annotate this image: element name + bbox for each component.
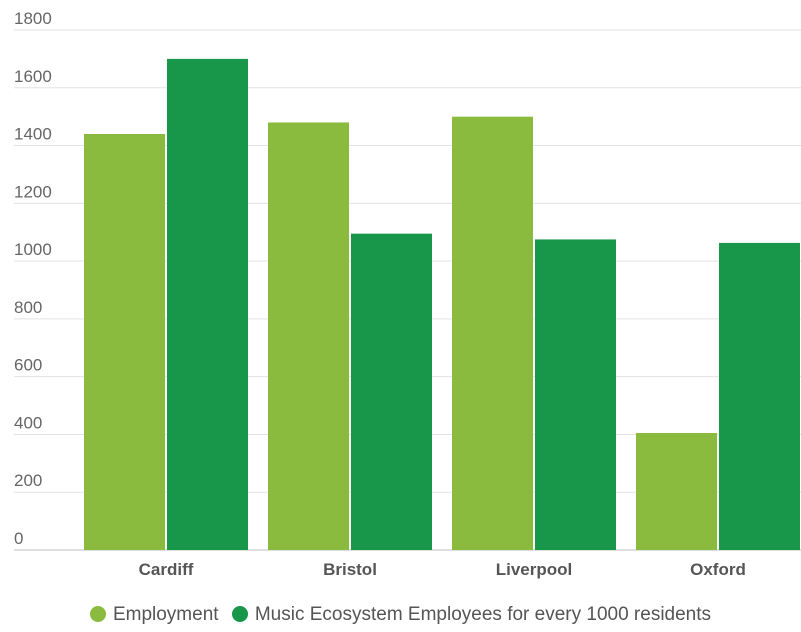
y-tick-label-1200: 1200 (14, 182, 52, 201)
y-axis-ticks: 0 200 400 600 800 1000 1200 1400 1600 1800 (14, 9, 52, 548)
y-tick-label-0: 0 (14, 529, 23, 548)
bars (84, 58, 800, 551)
y-tick-label-800: 800 (14, 298, 42, 317)
y-tick-label-1400: 1400 (14, 125, 52, 144)
y-tick-label-1000: 1000 (14, 240, 52, 259)
x-axis-categories: Cardiff Bristol Liverpool Oxford (139, 560, 746, 579)
legend-label-music-ecosystem: Music Ecosystem Employees for every 1000… (254, 604, 712, 625)
bar-bristol-music-ecosystem-employees-for-every-1000-residents (351, 233, 432, 550)
bar-oxford-music-ecosystem-employees-for-every-1000-residents (719, 242, 800, 550)
x-category-label-liverpool: Liverpool (496, 560, 573, 579)
legend: Employment Music Ecosystem Employees for… (0, 604, 801, 626)
legend-swatch-music-ecosystem (231, 606, 248, 622)
bar-chart: 0 200 400 600 800 1000 1200 1400 1600 1800 Cardif… (14, 9, 801, 579)
y-tick-label-200: 200 (14, 471, 42, 490)
bar-bristol-employment (268, 122, 349, 550)
bar-cardiff-music-ecosystem-employees-for-every-1000-residents (167, 58, 248, 551)
bar-cardiff-employment (84, 134, 165, 550)
legend-swatch-employment (89, 606, 106, 622)
y-tick-label-400: 400 (14, 413, 42, 432)
bar-oxford-employment (636, 433, 717, 550)
legend-item-music-ecosystem: Music Ecosystem Employees for every 1000… (231, 604, 712, 626)
x-category-label-bristol: Bristol (323, 560, 377, 579)
x-category-label-oxford: Oxford (690, 560, 746, 579)
y-tick-label-1800: 1800 (14, 9, 52, 28)
bar-liverpool-music-ecosystem-employees-for-every-1000-residents (535, 239, 616, 550)
y-tick-label-1600: 1600 (14, 67, 52, 86)
legend-item-employment: Employment (89, 604, 219, 626)
bar-liverpool-employment (452, 116, 533, 551)
y-tick-label-600: 600 (14, 356, 42, 375)
legend-label-employment: Employment (112, 604, 219, 625)
x-category-label-cardiff: Cardiff (139, 560, 194, 579)
